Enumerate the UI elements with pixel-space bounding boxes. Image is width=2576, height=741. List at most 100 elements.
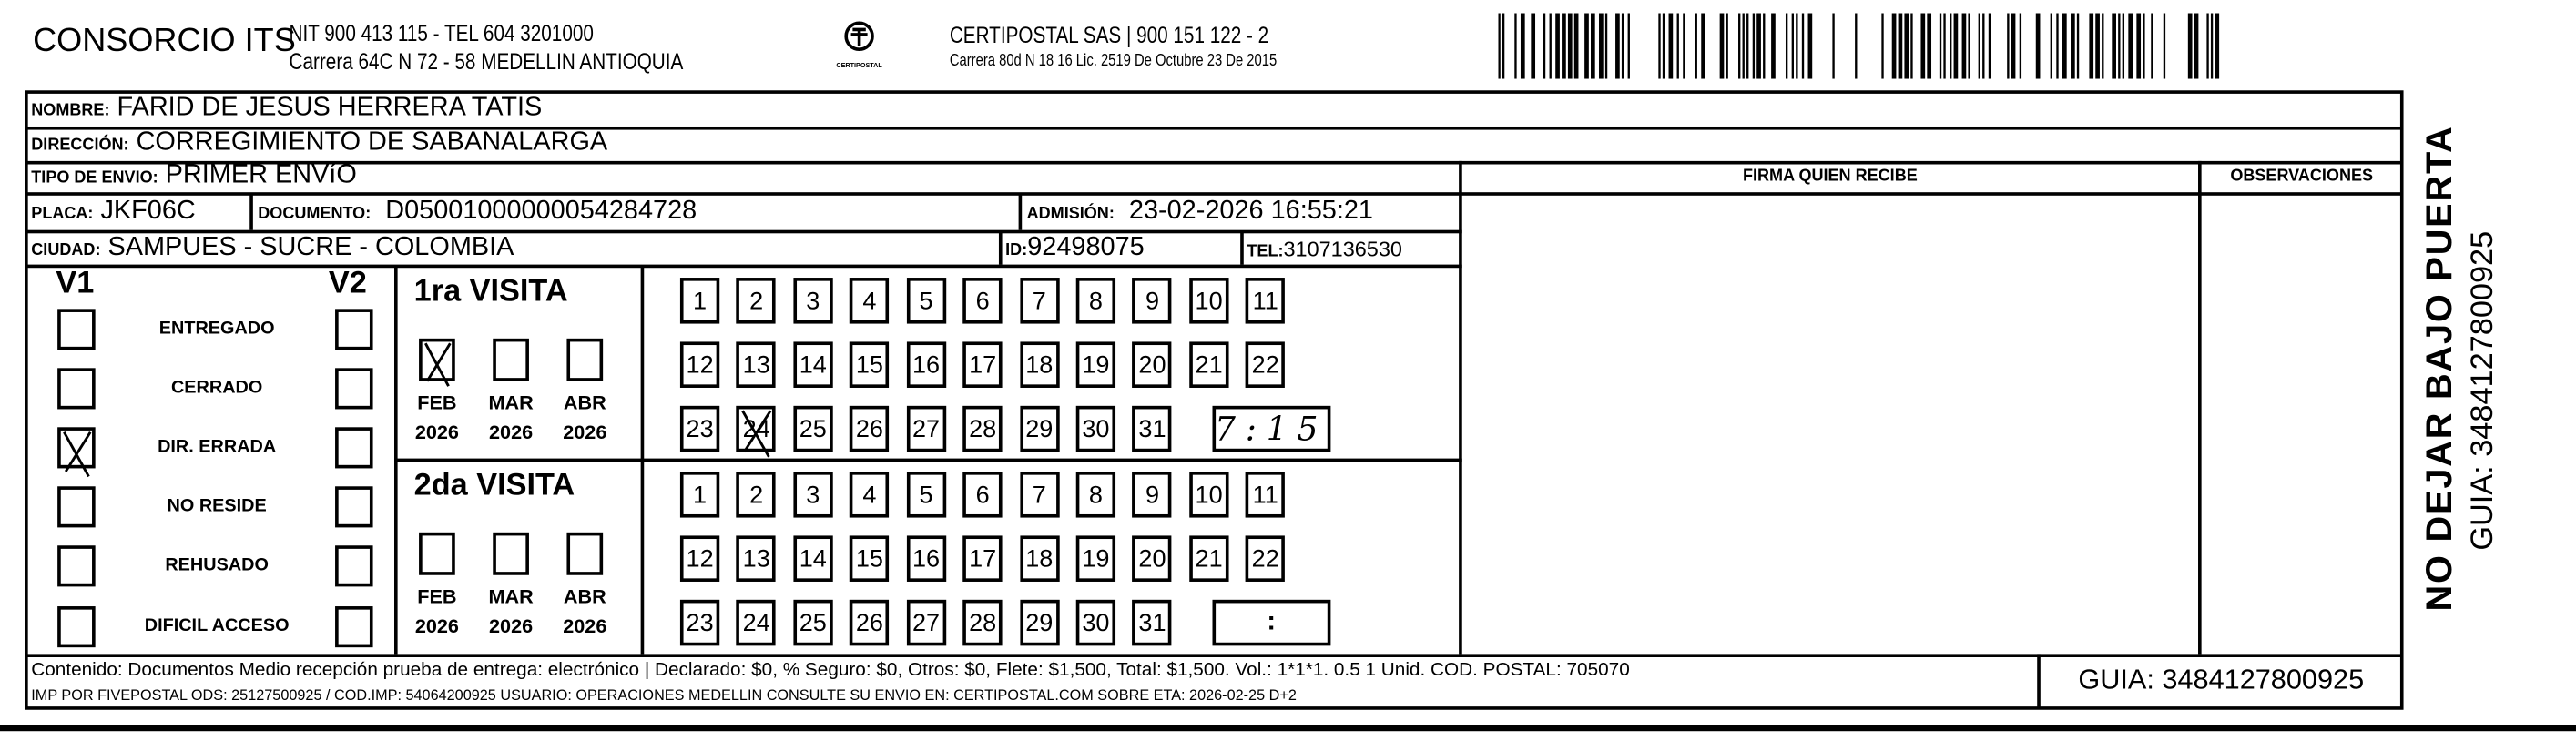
day-box[interactable]: 31 [1132,599,1173,646]
v1-header: V1 [56,266,95,301]
day-box[interactable]: 20 [1132,535,1173,582]
day-box[interactable]: 27 [906,599,946,646]
day-box[interactable]: 10 [1188,278,1229,324]
carrier-address: Carrera 80d N 18 16 Lic. 2519 De Octubre… [949,52,1278,71]
day-box[interactable]: 5 [906,472,946,518]
day-box[interactable]: 28 [962,405,1003,452]
month-checkbox[interactable] [566,338,604,381]
v1-checkbox[interactable] [57,606,96,648]
v1-checkbox[interactable] [57,427,96,469]
day-box[interactable]: 11 [1246,472,1286,518]
day-box[interactable]: 12 [679,341,720,388]
day-box[interactable]: 3 [793,472,833,518]
day-box[interactable]: 17 [962,341,1003,388]
day-box[interactable]: 25 [793,599,833,646]
v2-checkbox[interactable] [335,427,373,469]
time-value: 7:15 [1215,409,1329,449]
id-label: ID: [1005,241,1028,260]
day-box[interactable]: 12 [679,535,720,582]
day-box[interactable]: 22 [1246,341,1286,388]
day-box[interactable]: 8 [1075,472,1116,518]
day-box[interactable]: 15 [850,535,890,582]
signature-area[interactable] [1462,196,2198,655]
day-box[interactable]: 7 [1019,472,1059,518]
day-box[interactable]: 2 [737,278,777,324]
day-box[interactable]: 8 [1075,278,1116,324]
month-checkbox[interactable] [566,532,604,575]
year-label: 2026 [563,614,607,638]
day-box[interactable]: 30 [1075,599,1116,646]
day-box[interactable]: 27 [906,405,946,452]
day-box[interactable]: 18 [1019,535,1059,582]
v2-checkbox[interactable] [335,368,373,410]
day-box[interactable]: 9 [1132,278,1173,324]
day-box[interactable]: 26 [850,599,890,646]
day-box[interactable]: 28 [962,599,1003,646]
day-box[interactable]: 29 [1019,405,1059,452]
tipo-envio-label: TIPO DE ENVIO: [31,168,158,188]
v2-checkbox[interactable] [335,545,373,587]
day-box[interactable]: 15 [850,341,890,388]
v1-checkbox[interactable] [57,486,96,528]
direccion-label: DIRECCIÓN: [31,136,129,155]
day-box[interactable]: 7 [1019,278,1059,324]
day-box[interactable]: 2 [737,472,777,518]
guia-footer: GUIA: 3484127800925 [2078,664,2365,695]
v1-checkbox[interactable] [57,545,96,587]
day-box[interactable]: 16 [906,341,946,388]
day-box[interactable]: 23 [679,599,720,646]
day-box[interactable]: 19 [1075,341,1116,388]
firma-header: FIRMA QUIEN RECIBE [1742,167,1918,186]
v2-checkbox[interactable] [335,606,373,648]
day-box[interactable]: 18 [1019,341,1059,388]
day-box[interactable]: 11 [1246,278,1286,324]
time-box[interactable]: : [1212,599,1331,646]
day-box[interactable]: 21 [1188,535,1229,582]
day-box[interactable]: 1 [679,472,720,518]
day-box[interactable]: 24 [737,599,777,646]
status-label: CERRADO [170,378,263,398]
day-box[interactable]: 6 [962,472,1003,518]
direccion-value: CORREGIMIENTO DE SABANALARGA [136,127,608,157]
day-box[interactable]: 5 [906,278,946,324]
day-box[interactable]: 25 [793,405,833,452]
month-checkbox[interactable] [419,338,455,381]
day-box[interactable]: 20 [1132,341,1173,388]
day-box[interactable]: 26 [850,405,890,452]
day-box[interactable]: 4 [850,472,890,518]
day-box[interactable]: 19 [1075,535,1116,582]
day-box[interactable]: 23 [679,405,720,452]
observaciones-area[interactable] [2202,196,2402,655]
day-box[interactable]: 30 [1075,405,1116,452]
month-checkbox[interactable] [493,338,529,381]
imp-text: IMP POR FIVEPOSTAL ODS: 25127500925 / CO… [31,686,1297,704]
day-box[interactable]: 29 [1019,599,1059,646]
time-box[interactable]: 7:15 [1212,405,1331,452]
day-box[interactable]: 4 [850,278,890,324]
day-box[interactable]: 14 [793,341,833,388]
v1-checkbox[interactable] [57,309,96,350]
day-box[interactable]: 1 [679,278,720,324]
placa-value: JKF06C [100,197,196,226]
day-box[interactable]: 17 [962,535,1003,582]
day-box[interactable]: 21 [1188,341,1229,388]
day-box[interactable]: 16 [906,535,946,582]
barcode-icon [1498,13,2220,79]
day-box[interactable]: 13 [737,341,777,388]
month-label: MAR [488,391,534,414]
v1-checkbox[interactable] [57,368,96,410]
day-box[interactable]: 13 [737,535,777,582]
day-box[interactable]: 9 [1132,472,1173,518]
day-box[interactable]: 22 [1246,535,1286,582]
month-checkbox[interactable] [419,532,455,575]
day-box[interactable]: 10 [1188,472,1229,518]
year-label: 2026 [563,421,607,444]
v2-checkbox[interactable] [335,309,373,350]
month-checkbox[interactable] [493,532,529,575]
day-box[interactable]: 6 [962,278,1003,324]
day-box[interactable]: 3 [793,278,833,324]
day-box[interactable]: 31 [1132,405,1173,452]
day-box[interactable]: 14 [793,535,833,582]
v2-checkbox[interactable] [335,486,373,528]
